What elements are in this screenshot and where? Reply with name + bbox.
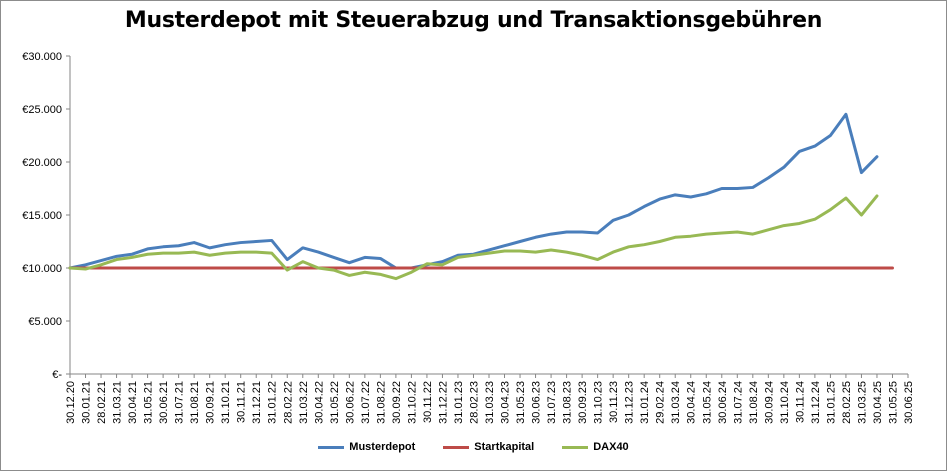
series-line-dax40 — [68, 194, 879, 281]
x-tick-label: 30.12.20 — [65, 381, 77, 424]
x-tick-label: 30.04.22 — [313, 381, 325, 424]
x-tick-label: 31.03.25 — [856, 381, 868, 424]
x-tick-label: 30.09.21 — [205, 381, 217, 424]
x-tick-label: 31.08.23 — [562, 381, 574, 424]
x-tick-label: 30.06.23 — [531, 381, 543, 424]
x-tick-label: 31.08.22 — [375, 381, 387, 424]
x-tick-label: 30.09.24 — [763, 381, 775, 424]
x-tick-label: 30.04.23 — [500, 381, 512, 424]
x-tick-label: 31.03.24 — [670, 381, 682, 424]
y-tick-label: €15.000 — [22, 210, 62, 222]
x-tick-label: 30.06.22 — [344, 381, 356, 424]
x-tick-label: 31.10.21 — [220, 381, 232, 424]
x-tick-label: 30.04.24 — [686, 381, 698, 424]
x-tick-label: 30.11.24 — [794, 381, 806, 423]
x-tick-label: 31.07.22 — [360, 381, 372, 424]
x-tick-label: 31.03.21 — [112, 381, 124, 424]
series-line-musterdepot — [68, 112, 879, 270]
x-tick-label: 30.04.21 — [127, 381, 139, 424]
legend-swatch — [443, 445, 470, 449]
x-tick-label: 30.01.21 — [81, 381, 93, 424]
x-tick-label: 31.12.23 — [624, 381, 636, 424]
x-tick-label: 28.02.23 — [468, 381, 480, 424]
x-tick-label: 28.02.21 — [96, 381, 108, 424]
x-tick-label: 30.06.21 — [158, 381, 170, 424]
x-tick-label: 30.11.21 — [236, 381, 248, 423]
x-tick-label: 31.12.21 — [251, 381, 263, 424]
series-lines — [68, 112, 894, 281]
legend-swatch — [562, 445, 589, 449]
x-tick-label: 30.09.22 — [391, 381, 403, 424]
x-tick-label: 31.01.22 — [267, 381, 279, 424]
y-tick-label: €5.000 — [28, 316, 62, 328]
x-tick-label: 30.06.25 — [903, 381, 915, 424]
x-tick-label: 30.06.24 — [717, 381, 729, 424]
x-tick-label: 31.10.22 — [406, 381, 418, 424]
x-tick-label: 31.10.24 — [779, 381, 791, 424]
x-tick-label: 31.08.24 — [748, 381, 760, 424]
x-tick-label: 31.03.23 — [484, 381, 496, 424]
x-tick-label: 31.07.21 — [174, 381, 186, 424]
y-tick-label: €- — [52, 369, 62, 381]
x-tick-label: 30.04.25 — [872, 381, 884, 424]
legend-label: DAX40 — [593, 441, 629, 453]
x-tick-label: 31.01.23 — [453, 381, 465, 424]
x-tick-label: 31.01.25 — [825, 381, 837, 424]
x-tick-label: 30.11.23 — [608, 381, 620, 423]
x-tick-label: 31.05.21 — [143, 381, 155, 424]
y-tick-label: €10.000 — [22, 263, 62, 275]
y-tick-label: €20.000 — [22, 157, 62, 169]
chart-title: Musterdepot mit Steuerabzug und Transakt… — [124, 8, 823, 33]
x-tick-label: 31.01.24 — [639, 381, 651, 424]
y-tick-label: €25.000 — [22, 104, 62, 116]
x-axis: 30.12.20 30.01.21 28.02.21 31.03.21 30.04.21… — [65, 373, 915, 424]
x-tick-label: 28.02.22 — [282, 381, 294, 424]
x-tick-label: 30.09.23 — [577, 381, 589, 424]
legend: Musterdepot Startkapital DAX40 — [0, 441, 947, 453]
x-tick-label: 31.10.23 — [593, 381, 605, 424]
x-tick-label: 30.11.22 — [422, 381, 434, 423]
x-tick-label: 31.05.24 — [701, 381, 713, 424]
x-tick-label: 31.07.23 — [546, 381, 558, 424]
legend-item-musterdepot: Musterdepot — [318, 441, 415, 453]
y-axis: €- €5.000 €10.000 €15.000 €20.000 €25.000 €30.… — [22, 51, 71, 381]
x-tick-label: 31.05.22 — [329, 381, 341, 424]
x-tick-label: 31.12.24 — [810, 381, 822, 424]
legend-item-dax40: DAX40 — [562, 441, 629, 453]
legend-swatch — [318, 445, 345, 449]
x-tick-label: 28.02.25 — [841, 381, 853, 424]
legend-item-startkapital: Startkapital — [443, 441, 534, 453]
x-tick-label: 31.05.23 — [515, 381, 527, 424]
legend-label: Startkapital — [474, 441, 535, 453]
x-tick-label: 31.07.24 — [732, 381, 744, 424]
x-tick-label: 31.08.21 — [189, 381, 201, 424]
x-tick-label: 29.02.24 — [655, 381, 667, 424]
legend-label: Musterdepot — [349, 441, 416, 453]
y-tick-label: €30.000 — [22, 51, 62, 63]
x-tick-label: 31.03.22 — [298, 381, 310, 424]
x-tick-label: 31.05.25 — [887, 381, 899, 424]
x-tick-label: 31.12.22 — [437, 381, 449, 424]
